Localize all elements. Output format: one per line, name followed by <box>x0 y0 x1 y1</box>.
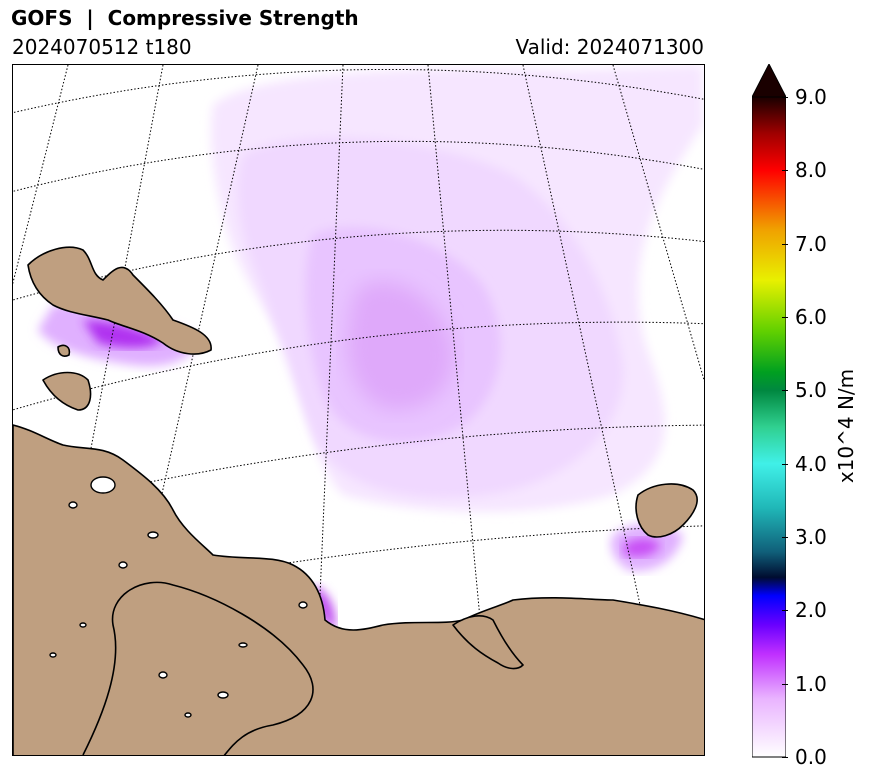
land-masses <box>13 246 704 755</box>
colorbar-tick-label: 9.0 <box>782 87 827 107</box>
map-title: GOFS | Compressive Strength <box>11 6 359 30</box>
colorbar-extend-triangle <box>752 64 786 98</box>
colorbar-tick-label: 4.0 <box>782 454 827 474</box>
colorbar-tick-label: 3.0 <box>782 527 827 547</box>
colorbar-tick-label: 2.0 <box>782 600 827 620</box>
colorbar-label: x10^4 N/m <box>834 368 858 484</box>
ice-strength-field <box>38 65 703 630</box>
novaya-zemlya-north <box>27 246 212 355</box>
peninsula-east <box>452 615 524 670</box>
colorbar-bar <box>752 96 786 758</box>
colorbar-tick-label: 5.0 <box>782 380 827 400</box>
river <box>82 581 314 755</box>
island-tiny <box>57 344 71 357</box>
colorbar-tick-label: 8.0 <box>782 160 827 180</box>
lakes <box>49 476 308 718</box>
valid-time-label: Valid: 2024071300 <box>515 35 704 59</box>
colorbar-tick-label: 1.0 <box>782 674 827 694</box>
map-panel[interactable] <box>12 64 705 756</box>
colorbar-ticks: 0.0 1.0 2.0 3.0 4.0 5.0 6.0 7.0 8.0 9.0 <box>782 0 866 781</box>
colorbar-tick-label: 6.0 <box>782 307 827 327</box>
map-canvas <box>13 65 704 755</box>
colorbar-tick-label: 0.0 <box>782 747 827 767</box>
colorbar <box>752 64 786 758</box>
run-label: 2024070512 t180 <box>12 35 192 59</box>
taymyr-mainland <box>13 424 704 755</box>
colorbar-tick-label: 7.0 <box>782 234 827 254</box>
novosibirsk-island <box>635 483 698 538</box>
island-small-west <box>42 371 92 411</box>
